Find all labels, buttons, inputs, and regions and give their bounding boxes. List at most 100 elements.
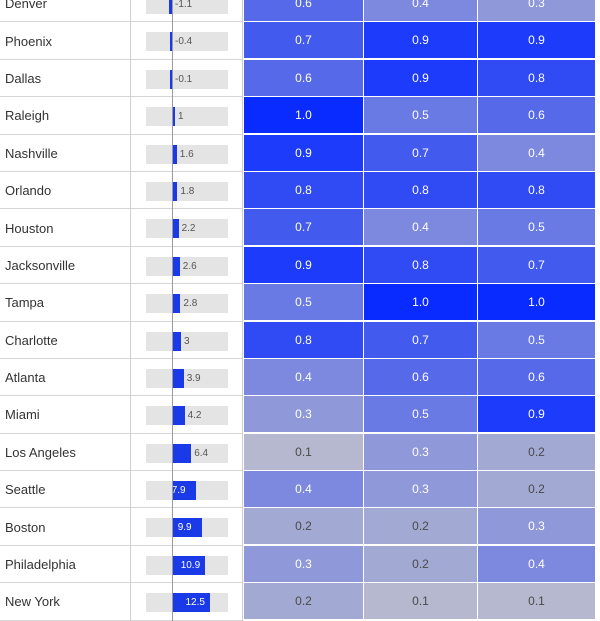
table-row: Atlanta 3.9 0.4 0.6 0.6 [0,358,600,397]
change-value: 9.9 [177,522,192,534]
row-divider [0,58,130,60]
table-row: Orlando 1.8 0.8 0.8 0.8 [0,171,600,210]
row-divider [0,357,130,359]
city-name: Miami [5,407,40,423]
score-cell: 0.4 [244,358,363,396]
change-bar [172,481,196,501]
score-cell: 0.2 [244,583,363,621]
row-divider [0,470,130,472]
row-divider [130,170,242,172]
change-value: 2.6 [182,260,197,272]
change-bar [168,0,172,14]
change-value: 10.9 [180,559,201,571]
score-cell: 0.1 [364,583,477,621]
row-divider [0,170,130,172]
row-divider [130,283,242,285]
score-cell: 0.9 [244,134,363,172]
city-name: Tampa [5,295,45,311]
row-divider [130,395,242,397]
row-divider [130,21,242,23]
row-divider [130,619,242,621]
row-divider [0,507,130,509]
city-name: Charlotte [5,332,58,348]
score-cell: 0.6 [478,97,595,135]
city-name: Raleigh [5,108,50,124]
score-cell: 0.6 [478,358,595,396]
score-cell: 0.6 [364,358,477,396]
row-divider [130,96,242,98]
city-name: Denver [5,0,47,12]
city-name: Seattle [5,482,46,498]
table-row: Nashville 1.6 0.9 0.7 0.4 [0,134,600,172]
city-name: Orlando [5,183,52,199]
city-name: Dallas [5,70,42,86]
row-divider [0,544,130,546]
bar-track [146,256,228,276]
score-cell: 0.3 [478,0,595,22]
score-cell: 0.7 [244,22,363,60]
score-cell: 0.8 [364,246,477,284]
score-cell: 0.7 [364,134,477,172]
bar-track [146,406,228,426]
change-bar [170,69,172,89]
row-divider [130,245,242,247]
row-divider [130,58,242,60]
change-value: 1.8 [180,185,195,197]
score-cell: 0.3 [244,396,363,434]
bar-track [146,368,228,388]
score-cell: 0.2 [364,545,477,583]
change-bar [172,368,184,388]
score-cell: 0.8 [244,171,363,209]
bar-track [146,0,228,14]
table-row: Houston 2.2 0.7 0.4 0.5 [0,209,600,247]
row-divider [0,432,130,434]
row-divider [0,582,130,584]
change-bar [172,294,181,314]
change-value: 3 [184,335,190,347]
score-cell: 0.9 [364,22,477,60]
change-bar [172,406,185,426]
row-divider [0,133,130,135]
change-bar [172,219,179,239]
score-cell: 1.0 [364,284,477,322]
row-divider [0,619,130,621]
change-value: -1.1 [175,0,193,10]
score-cell: 0.5 [244,284,363,322]
score-cell: 0.4 [244,471,363,509]
row-divider [0,96,130,98]
change-value: 4.2 [187,410,202,422]
table-row: Miami 4.2 0.3 0.5 0.9 [0,396,600,434]
table-row: Los Angeles 6.4 0.1 0.3 0.2 [0,433,600,472]
city-name: Jacksonville [5,257,76,273]
row-divider [130,544,242,546]
change-bar [172,256,180,276]
score-cell: 0.4 [364,209,477,247]
score-cell: 0.8 [478,59,595,97]
change-value: 1 [178,111,184,123]
score-cell: 0.9 [244,246,363,284]
column-separator [130,0,131,621]
bar-track [146,181,228,201]
score-cell: 0.2 [478,471,595,509]
score-cell: 0.3 [478,508,595,546]
score-cell: 1.0 [478,284,595,322]
score-cell: 0.6 [244,59,363,97]
score-cell: 0.7 [244,209,363,247]
bar-track [146,294,228,314]
column-separator [242,0,243,621]
change-bar [172,331,181,351]
change-value: 2.2 [181,223,196,235]
city-name: Phoenix [5,33,52,49]
row-divider [130,357,242,359]
row-divider [130,507,242,509]
change-value: -0.4 [175,36,193,48]
change-value: 12.5 [185,597,205,609]
table-row: Tampa 2.8 0.5 1.0 1.0 [0,284,600,322]
score-cell: 0.3 [244,545,363,583]
score-cell: 0.1 [478,583,595,621]
city-name: Los Angeles [5,444,76,460]
change-value: 7.9 [171,485,186,497]
table-row: Jacksonville 2.6 0.9 0.8 0.7 [0,246,600,285]
table-row: Phoenix -0.4 0.7 0.9 0.9 [0,22,600,60]
score-cell: 0.9 [478,22,595,60]
